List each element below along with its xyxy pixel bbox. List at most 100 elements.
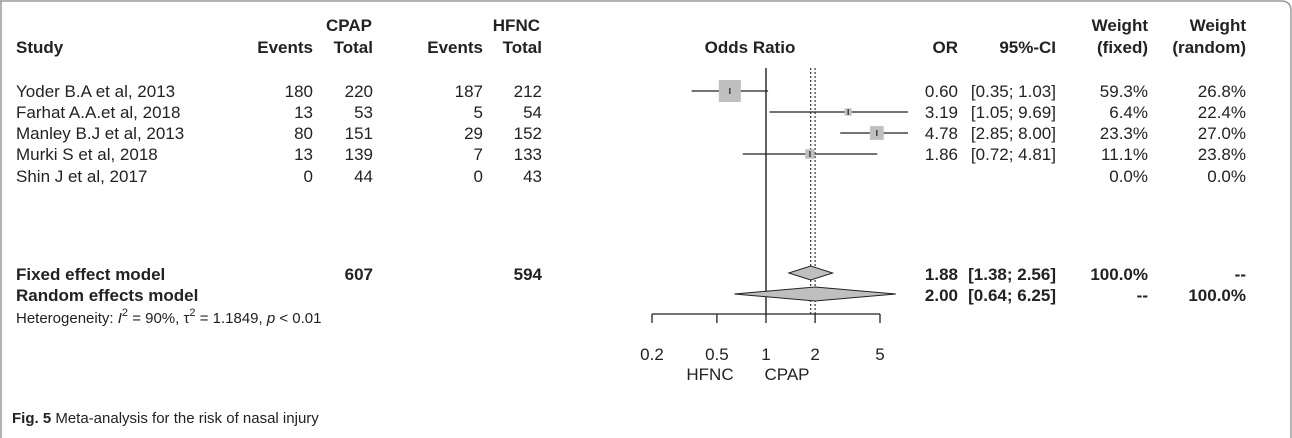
cpap-events: 180 (285, 82, 313, 101)
header-hfnc: HFNC (493, 16, 540, 35)
ci-value: [0.72; 4.81] (971, 145, 1056, 164)
study-name: Farhat A.A.et al, 2018 (16, 103, 180, 122)
caption-text: Meta-analysis for the risk of nasal inju… (51, 410, 319, 427)
weight-fixed: 6.4% (1109, 103, 1148, 122)
header-weight-fixed-line2: (fixed) (1097, 38, 1148, 57)
x-label-cpap: CPAP (764, 365, 809, 384)
hfnc-total: 212 (514, 82, 542, 101)
study-name: Shin J et al, 2017 (16, 167, 147, 186)
weight-random: 26.8% (1198, 82, 1246, 101)
study-row: Farhat A.A.et al, 2018 13 53 5 54 3.19 [1.05; … (16, 103, 1246, 122)
summary-rows: Fixed effect model 607 594 1.88 [1.38; 2.56]… (16, 265, 1246, 305)
x-label-hfnc: HFNC (686, 365, 733, 384)
header-weight-random-line1: Weight (1190, 16, 1247, 35)
header-ci: 95%-CI (999, 38, 1056, 57)
or-value: 1.86 (925, 145, 958, 164)
x-tick-label: 0.2 (640, 345, 664, 364)
x-tick-label: 1 (761, 345, 770, 364)
header-weight-random-line2: (random) (1172, 38, 1246, 57)
caption-label: Fig. 5 (12, 410, 52, 427)
cpap-total: 220 (345, 82, 373, 101)
study-row: Murki S et al, 2018 13 139 7 133 1.86 [0.72; 4… (16, 145, 1246, 164)
cpap-events: 80 (294, 124, 313, 143)
hfnc-events: 29 (464, 124, 483, 143)
random-effects-diamond (734, 286, 896, 302)
summary-or-value: 2.00 (925, 286, 958, 305)
x-tick-label: 2 (810, 345, 819, 364)
study-row: Yoder B.A et al, 2013 180 220 187 212 0.60 [0.… (16, 82, 1246, 101)
x-tick-label: 0.5 (705, 345, 729, 364)
figure-caption: Fig. 5 Meta-analysis for the risk of nas… (12, 410, 319, 427)
summary-weight-random: 100.0% (1188, 286, 1246, 305)
study-name: Yoder B.A et al, 2013 (16, 82, 175, 101)
header-weight-fixed-line1: Weight (1092, 16, 1149, 35)
weight-random: 0.0% (1207, 167, 1246, 186)
i2-superscript: 2 (122, 307, 128, 319)
hfnc-events: 0 (474, 167, 483, 186)
x-tick-label: 5 (875, 345, 884, 364)
weight-fixed: 11.1% (1101, 145, 1148, 164)
study-name: Manley B.J et al, 2013 (16, 124, 184, 143)
p-value: < 0.01 (275, 310, 321, 327)
header-hfnc-total: Total (503, 38, 542, 57)
header-hfnc-events: Events (427, 38, 483, 57)
summary-name: Fixed effect model (16, 265, 165, 284)
summary-or-value: 1.88 (925, 265, 958, 284)
or-value: 4.78 (925, 124, 958, 143)
weight-fixed: 23.3% (1100, 124, 1148, 143)
header-study: Study (16, 38, 64, 57)
study-row: Shin J et al, 2017 0 44 0 43 0.0% 0.0% (16, 167, 1246, 186)
fixed-effect-diamond (787, 265, 835, 281)
hfnc-total: 133 (514, 145, 542, 164)
cpap-total: 151 (345, 124, 373, 143)
header-cpap: CPAP (326, 16, 372, 35)
table-header: CPAP HFNC Weight Weight Study Events Tot… (16, 16, 1246, 57)
summary-row: Random effects model 2.00 [0.64; 6.25] -- 10… (16, 286, 1246, 305)
summary-weight-fixed: 100.0% (1090, 265, 1148, 284)
tau-value: = 1.1849, (196, 310, 267, 327)
cpap-events: 13 (294, 103, 313, 122)
study-rows: Yoder B.A et al, 2013 180 220 187 212 0.60 [0.… (16, 82, 1246, 186)
x-axis: 0.2 0.5 1 2 5 HFNC CPAP (640, 313, 885, 384)
hfnc-events: 187 (455, 82, 483, 101)
cpap-total: 44 (354, 167, 373, 186)
summary-row: Fixed effect model 607 594 1.88 [1.38; 2.56]… (16, 265, 1246, 284)
hfnc-total: 54 (523, 103, 542, 122)
heterogeneity-text: Heterogeneity: I2 = 90%, τ2 = 1.1849, p … (16, 307, 322, 327)
or-value: 3.19 (925, 103, 958, 122)
summary-hfnc-total: 594 (514, 265, 543, 284)
ci-value: [2.85; 8.00] (971, 124, 1056, 143)
cpap-total: 139 (345, 145, 373, 164)
study-row: Manley B.J et al, 2013 80 151 29 152 4.78 [2.8… (16, 124, 1246, 143)
weight-random: 23.8% (1198, 145, 1246, 164)
i2-symbol: I (118, 310, 122, 327)
header-cpap-total: Total (334, 38, 373, 57)
ci-value: [0.35; 1.03] (971, 82, 1056, 101)
i2-value: = 90%, (128, 310, 183, 327)
summary-weight-random: -- (1235, 265, 1246, 284)
summary-cpap-total: 607 (345, 265, 373, 284)
hfnc-events: 7 (474, 145, 483, 164)
cpap-total: 53 (354, 103, 373, 122)
cpap-events: 0 (304, 167, 313, 186)
summary-weight-fixed: -- (1137, 286, 1148, 305)
header-or: OR (933, 38, 959, 57)
hfnc-total: 43 (523, 167, 542, 186)
summary-ci-value: [0.64; 6.25] (968, 286, 1056, 305)
tau-symbol: τ (183, 310, 189, 327)
ci-value: [1.05; 9.69] (971, 103, 1056, 122)
weight-random: 27.0% (1198, 124, 1246, 143)
heterogeneity-prefix: Heterogeneity: (16, 310, 118, 327)
header-cpap-events: Events (257, 38, 313, 57)
summary-name: Random effects model (16, 286, 198, 305)
p-symbol: p (266, 310, 275, 327)
summary-ci-value: [1.38; 2.56] (968, 265, 1056, 284)
hfnc-total: 152 (514, 124, 542, 143)
weight-fixed: 0.0% (1109, 167, 1148, 186)
cpap-events: 13 (294, 145, 313, 164)
forest-graphic (691, 68, 908, 314)
weight-random: 22.4% (1198, 103, 1246, 122)
header-odds-ratio: Odds Ratio (705, 38, 796, 57)
